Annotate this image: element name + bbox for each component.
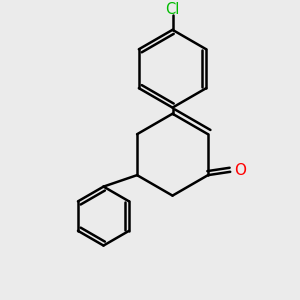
Text: O: O <box>234 163 246 178</box>
Text: Cl: Cl <box>165 2 180 17</box>
